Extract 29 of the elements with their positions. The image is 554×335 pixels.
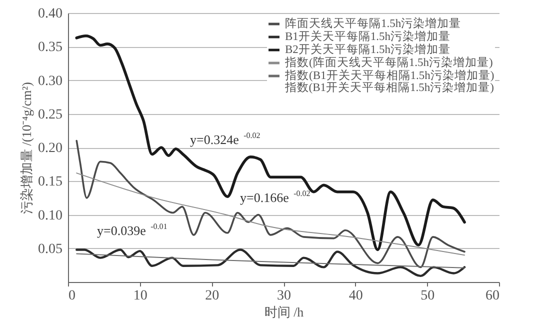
annotation: y=0.324e-0.02 [190,131,260,147]
y-tick-label: 0.40 [38,6,62,22]
x-axis-title: 时间 /h [264,304,304,320]
y-tick-label: 0.15 [38,174,62,190]
legend-label: 指数(B1开关天平每相隔1.5h污染增加量) [284,68,494,82]
legend-label: B2开关天平每隔1.5h污染增加量 [285,42,451,56]
y-tick-label: 0.30 [38,74,62,89]
annotation: y=0.039e-0.01 [97,222,168,238]
y-tick-label: 0.10 [38,208,62,224]
y-tick-label: 0.35 [38,40,62,56]
y-tick-label: 0.25 [38,107,62,122]
x-tick-label: 60 [486,288,500,304]
y-tick-label: 0.05 [38,242,62,257]
x-tick-label: 0 [68,288,76,304]
legend-label: B1开关天平每隔1.5h污染增加量 [285,29,451,43]
annotation: y=0.166e-0.02 [240,189,310,205]
legend-label: 指数(阵面天线天平每隔1.5h污染增加量) [284,55,493,69]
y-tick-label: 0.20 [38,141,62,156]
x-tick-label: 50 [420,288,435,304]
line-series [76,248,466,278]
x-tick-label: 10 [133,288,148,304]
x-tick-label: 40 [348,288,363,304]
x-tick-label: 30 [277,288,291,304]
annotation: 指数(B1开关天平每相隔1.5h污染增加量) [284,80,494,94]
line-series [76,172,466,256]
line-series [76,253,466,268]
legend-label: 阵面天线天平每隔1.5h污染增加量 [285,16,462,30]
x-tick-label: 20 [205,288,220,304]
y-axis-title: 污染增加量 /(10⁻⁴g/cm²) [19,82,34,214]
